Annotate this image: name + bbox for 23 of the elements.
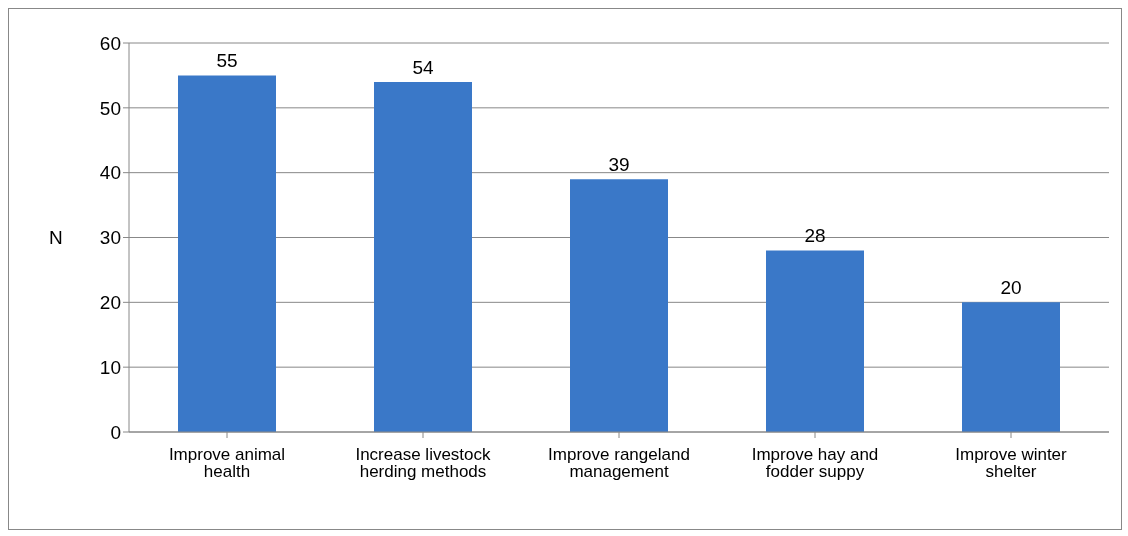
y-axis-title: N (49, 227, 63, 249)
bar (374, 81, 472, 432)
data-label: 54 (412, 56, 434, 78)
bar (962, 302, 1060, 432)
y-tick-label: 0 (110, 421, 121, 443)
y-tick-label: 10 (99, 356, 121, 378)
x-tick-label: Improve winter shelter (955, 445, 1068, 482)
y-tick-label: 30 (99, 227, 121, 249)
data-label: 39 (608, 154, 630, 176)
y-tick-label: 50 (99, 97, 121, 119)
data-label: 20 (1000, 277, 1022, 299)
data-label: 55 (216, 50, 238, 72)
x-tick-label: Improve hay and fodder suppy (751, 445, 879, 482)
bar (766, 250, 864, 432)
bar (178, 75, 276, 432)
data-label: 28 (804, 225, 826, 247)
x-tick-label: Improve rangeland management (548, 445, 690, 482)
x-tick-label: Increase livestock herding methods (355, 445, 492, 482)
x-tick-label: Improve animal health (168, 445, 286, 482)
y-tick-label: 40 (99, 162, 121, 184)
y-tick-label: 20 (99, 292, 121, 314)
y-tick-label: 60 (99, 32, 121, 54)
bar (570, 179, 668, 432)
